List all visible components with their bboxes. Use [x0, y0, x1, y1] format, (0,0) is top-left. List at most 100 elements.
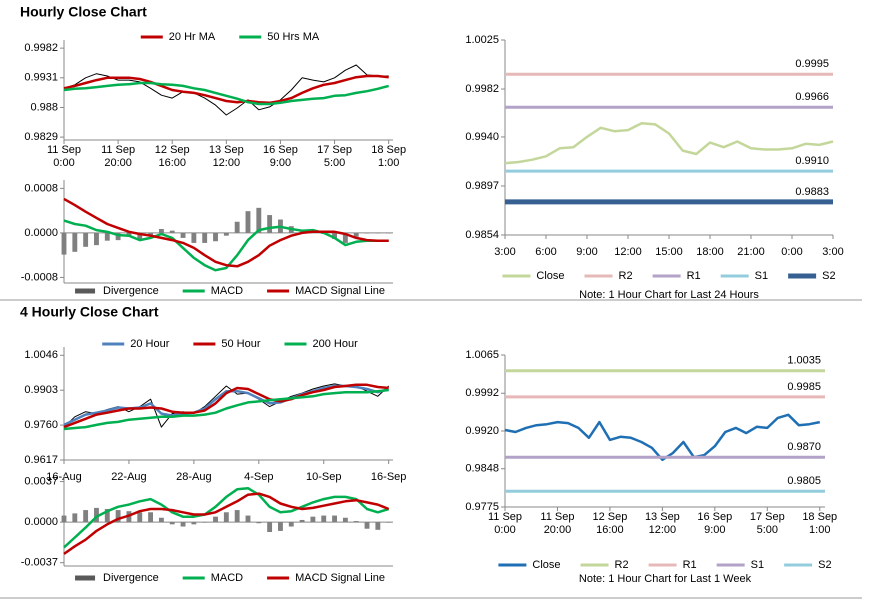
- legend-label: Divergence: [103, 572, 159, 584]
- x-tick-label: 17 Sep: [750, 511, 785, 523]
- divergence-bar: [223, 512, 229, 523]
- level-label: 0.9910: [795, 155, 829, 167]
- series-line: [63, 383, 389, 429]
- legend-label: 50 Hour: [221, 338, 260, 350]
- divergence-bar: [234, 221, 240, 233]
- divergence-bar: [83, 232, 89, 247]
- x-tick-label: 13 Sep: [209, 144, 244, 156]
- x-tick-label: 4-Sep: [244, 471, 273, 483]
- x-tick-label: 12:00: [614, 246, 642, 258]
- y-tick-label: 0.9848: [465, 463, 499, 475]
- x-tick-label: 11 Sep: [101, 144, 135, 156]
- divergence-bar: [148, 512, 154, 523]
- x-tick-label: 9:00: [576, 246, 597, 258]
- y-tick-label: 0.9982: [24, 42, 58, 54]
- divergence-bar: [158, 517, 164, 523]
- level-label: 0.9995: [795, 58, 829, 70]
- y-tick-label: 0.988: [30, 101, 58, 113]
- x-tick-label: 21:00: [737, 246, 765, 258]
- x-tick-label: 12:00: [213, 157, 241, 169]
- x-tick-label: 16 Sep: [263, 144, 298, 156]
- divergence-bar: [94, 232, 99, 246]
- divergence-bar: [191, 232, 197, 243]
- y-tick-label: 0.9920: [465, 425, 499, 437]
- divergence-bar: [332, 515, 337, 523]
- y-tick-label: 0.9897: [465, 180, 499, 192]
- y-tick-label: 0.9829: [24, 131, 58, 143]
- x-tick-label: 18 Sep: [371, 144, 406, 156]
- divergence-bar: [202, 522, 208, 523]
- x-tick-label: 18:00: [696, 246, 724, 258]
- series-line: [63, 197, 389, 268]
- level-label: 1.0035: [787, 355, 821, 367]
- series-line: [63, 64, 389, 116]
- x-tick-label: 16:00: [158, 157, 186, 169]
- x-tick-label: 1:00: [809, 524, 830, 536]
- legend-label: MACD: [211, 572, 243, 584]
- legend-label: MACD Signal Line: [295, 572, 385, 584]
- divergence-bar: [353, 521, 359, 523]
- divergence-bar: [256, 207, 262, 233]
- section-title: 4 Hourly Close Chart: [20, 304, 159, 320]
- x-tick-label: 16:00: [596, 524, 624, 536]
- legend-swatch: [75, 575, 96, 581]
- divergence-bar: [213, 232, 218, 242]
- x-tick-label: 0:00: [494, 524, 515, 536]
- legend-label: Divergence: [103, 285, 159, 297]
- divergence-bar: [94, 507, 99, 523]
- x-tick-label: 22-Aug: [111, 471, 146, 483]
- y-tick-label: 0.9940: [465, 131, 499, 143]
- legend-swatch: [75, 288, 96, 294]
- legend-label: 20 Hr MA: [169, 31, 216, 43]
- x-tick-label: 12 Sep: [155, 144, 190, 156]
- divergence-bar: [148, 232, 154, 236]
- x-tick-label: 17 Sep: [317, 144, 352, 156]
- y-tick-label: 0.9775: [465, 501, 499, 513]
- y-tick-label: 0.0037: [24, 475, 58, 487]
- divergence-bar: [137, 512, 143, 523]
- divergence-bar: [169, 230, 175, 233]
- x-tick-label: 0:00: [53, 157, 74, 169]
- y-tick-label: -0.0008: [21, 271, 58, 283]
- series-line: [63, 74, 389, 105]
- divergence-bar: [191, 522, 197, 525]
- legend-label: S1: [755, 270, 768, 282]
- chart-note: Note: 1 Hour Chart for Last 24 Hours: [579, 289, 759, 301]
- divergence-bar: [104, 508, 110, 523]
- divergence-bar: [104, 232, 110, 241]
- y-tick-label: 0.0000: [24, 516, 58, 528]
- divergence-bar: [61, 515, 67, 523]
- x-tick-label: 11 Sep: [540, 511, 574, 523]
- section-title: Hourly Close Chart: [20, 4, 147, 20]
- legend-label: S2: [818, 559, 831, 571]
- x-tick-label: 12:00: [649, 524, 677, 536]
- divergence-bar: [115, 232, 121, 241]
- divergence-bar: [386, 232, 392, 234]
- y-tick-label: 0.0008: [24, 182, 58, 194]
- chart-note: Note: 1 Hour Chart for Last 1 Week: [579, 573, 752, 585]
- divergence-bar: [332, 232, 337, 240]
- y-tick-label: 1.0046: [24, 349, 58, 361]
- x-tick-label: 12 Sep: [592, 511, 627, 523]
- x-tick-label: 11 Sep: [488, 511, 522, 523]
- divergence-bar: [234, 510, 240, 523]
- divergence-bar: [83, 510, 89, 523]
- level-label: 0.9966: [795, 91, 829, 103]
- series-line: [63, 81, 390, 106]
- divergence-bar: [375, 522, 381, 530]
- x-tick-label: 0:00: [781, 246, 802, 258]
- legend-label: R2: [615, 559, 629, 571]
- y-tick-label: 0.9760: [24, 419, 58, 431]
- y-tick-label: 0.9992: [465, 387, 499, 399]
- x-tick-label: 10-Sep: [306, 471, 341, 483]
- legend-label: MACD Signal Line: [295, 285, 385, 297]
- x-tick-label: 18 Sep: [802, 511, 837, 523]
- x-tick-label: 20:00: [104, 157, 132, 169]
- legend-label: MACD: [211, 285, 243, 297]
- divergence-bar: [213, 516, 218, 523]
- divergence-bar: [180, 232, 186, 238]
- divergence-bar: [61, 232, 67, 255]
- y-tick-label: 1.0025: [465, 34, 499, 46]
